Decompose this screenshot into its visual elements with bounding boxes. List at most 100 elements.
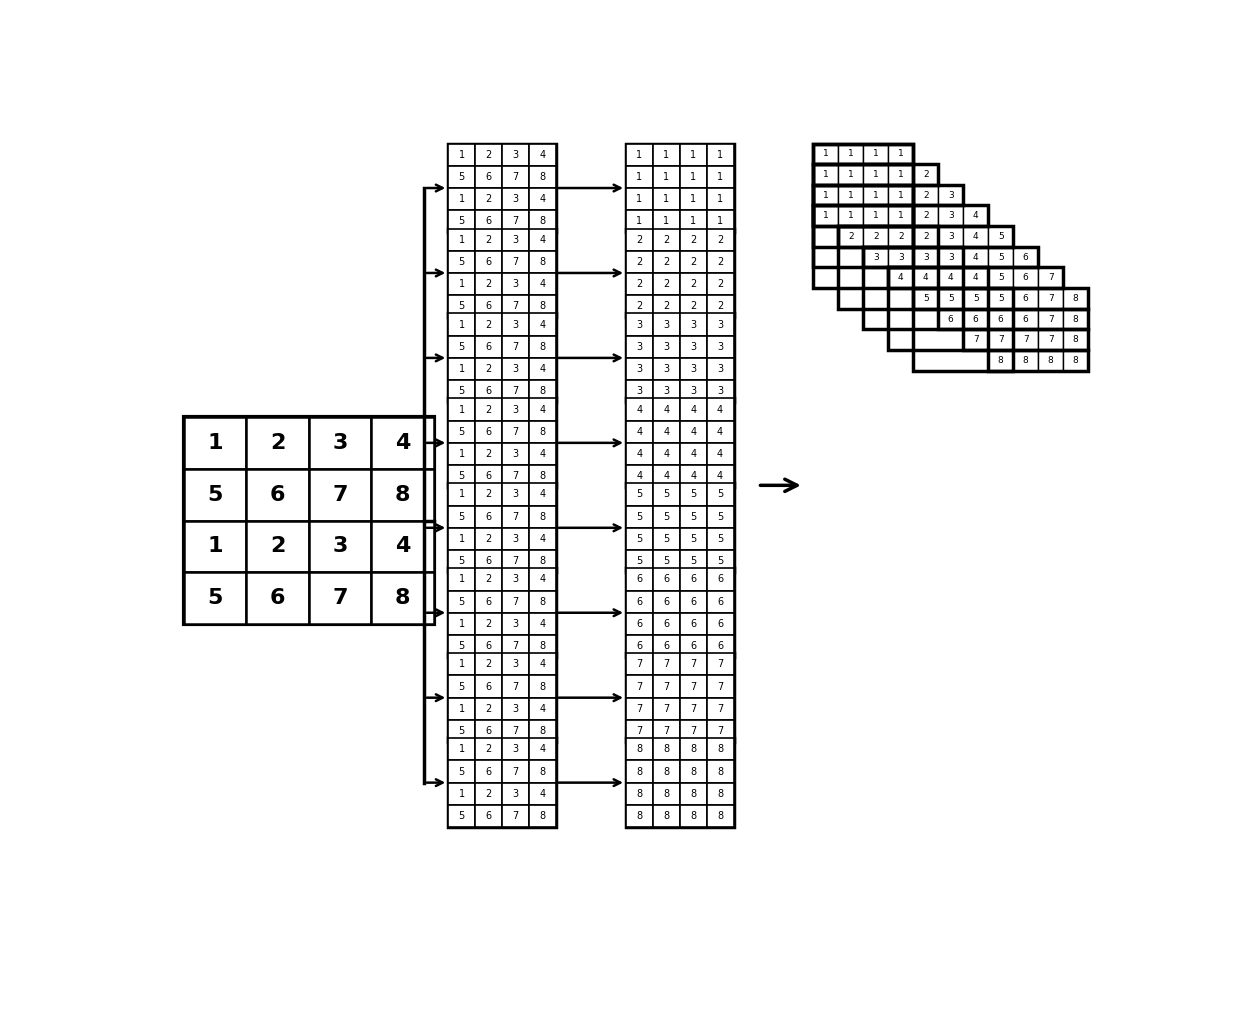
Text: 4: 4 xyxy=(923,273,929,282)
Bar xyxy=(838,226,863,246)
Text: 1: 1 xyxy=(459,744,465,755)
Bar xyxy=(309,521,371,572)
Text: 5: 5 xyxy=(459,257,465,267)
Text: 1: 1 xyxy=(848,191,853,200)
Text: 4: 4 xyxy=(539,364,546,374)
Bar xyxy=(707,783,734,805)
Text: 1: 1 xyxy=(717,172,723,181)
Bar xyxy=(652,675,680,698)
Text: 4: 4 xyxy=(898,273,904,282)
Text: 4: 4 xyxy=(663,404,670,414)
Bar xyxy=(707,251,734,273)
Text: 1: 1 xyxy=(459,404,465,414)
Text: 7: 7 xyxy=(512,471,518,481)
Bar xyxy=(838,226,1013,246)
Text: 8: 8 xyxy=(691,789,696,799)
Text: 8: 8 xyxy=(539,556,546,566)
Text: 3: 3 xyxy=(512,194,518,204)
Text: 3: 3 xyxy=(512,534,518,544)
Bar xyxy=(680,273,707,295)
Bar xyxy=(448,783,475,805)
Text: 7: 7 xyxy=(973,335,978,344)
Bar xyxy=(475,421,502,443)
Bar xyxy=(475,484,502,505)
Bar xyxy=(448,635,475,657)
Bar xyxy=(707,612,734,635)
Bar xyxy=(247,469,309,521)
Text: 5: 5 xyxy=(689,511,697,522)
Bar xyxy=(528,398,556,421)
Text: 6: 6 xyxy=(485,427,491,437)
Text: 3: 3 xyxy=(691,364,696,374)
Bar xyxy=(448,295,475,318)
Text: 5: 5 xyxy=(998,294,1003,303)
Text: 3: 3 xyxy=(512,789,518,799)
Text: 5: 5 xyxy=(459,726,465,736)
Bar xyxy=(448,398,475,421)
Text: 7: 7 xyxy=(512,641,518,652)
Bar xyxy=(913,246,939,267)
Text: 6: 6 xyxy=(1023,273,1028,282)
Bar xyxy=(652,273,680,295)
Bar xyxy=(707,484,734,505)
Bar xyxy=(475,336,502,358)
Text: 4: 4 xyxy=(691,448,696,459)
Text: 5: 5 xyxy=(459,511,465,522)
Bar xyxy=(475,251,502,273)
Bar xyxy=(652,295,680,318)
Text: 3: 3 xyxy=(512,574,518,585)
Bar xyxy=(888,246,913,267)
Bar xyxy=(626,313,652,336)
Text: 4: 4 xyxy=(973,273,978,282)
Text: 8: 8 xyxy=(539,172,546,181)
Bar xyxy=(626,229,734,318)
Text: 3: 3 xyxy=(691,387,696,396)
Text: 6: 6 xyxy=(717,641,723,652)
Text: 3: 3 xyxy=(691,320,696,330)
Bar xyxy=(707,188,734,210)
Bar xyxy=(448,313,475,336)
Text: 6: 6 xyxy=(485,556,491,566)
Bar xyxy=(528,273,556,295)
Text: 8: 8 xyxy=(691,811,696,821)
Bar xyxy=(680,612,707,635)
Text: 6: 6 xyxy=(717,597,723,606)
Bar xyxy=(626,313,734,402)
Text: 4: 4 xyxy=(717,404,723,414)
Bar xyxy=(963,267,988,288)
Text: 6: 6 xyxy=(691,641,696,652)
Bar xyxy=(626,698,652,720)
Text: 2: 2 xyxy=(485,404,491,414)
Text: 2: 2 xyxy=(923,211,929,221)
Text: 2: 2 xyxy=(485,279,491,289)
Text: 3: 3 xyxy=(717,320,723,330)
Bar xyxy=(528,805,556,827)
Text: 8: 8 xyxy=(636,789,642,799)
Bar xyxy=(502,568,528,591)
Text: 5: 5 xyxy=(207,588,223,608)
Text: 1: 1 xyxy=(663,149,670,160)
Bar xyxy=(680,421,707,443)
Text: 7: 7 xyxy=(663,660,670,669)
Text: 5: 5 xyxy=(998,253,1003,262)
Bar xyxy=(448,143,475,166)
Bar xyxy=(626,528,652,550)
Text: 4: 4 xyxy=(973,232,978,241)
Bar xyxy=(680,295,707,318)
Bar xyxy=(707,358,734,380)
Text: 2: 2 xyxy=(636,235,642,244)
Bar xyxy=(680,398,707,421)
Bar xyxy=(502,720,528,742)
Text: 2: 2 xyxy=(485,574,491,585)
Text: 4: 4 xyxy=(717,471,723,481)
Bar xyxy=(448,443,475,465)
Bar xyxy=(184,572,247,624)
Text: 5: 5 xyxy=(459,172,465,181)
Bar xyxy=(939,267,963,288)
Text: 2: 2 xyxy=(485,704,491,713)
Bar xyxy=(528,698,556,720)
Text: 6: 6 xyxy=(691,597,696,606)
Text: 5: 5 xyxy=(689,556,697,566)
Text: 6: 6 xyxy=(485,641,491,652)
Bar xyxy=(913,226,939,246)
